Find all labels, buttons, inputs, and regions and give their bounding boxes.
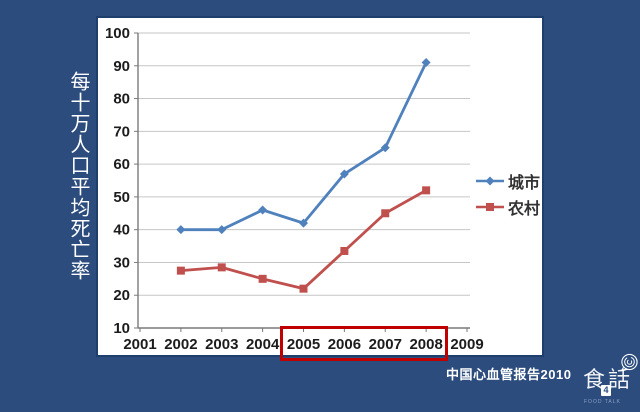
logo-subtext: FOOD TALK	[584, 399, 621, 405]
data-point-urban	[258, 205, 268, 215]
x-tick-label: 2007	[369, 336, 402, 353]
legend-label: 城市	[508, 175, 541, 192]
logo-wordmark: 食話	[583, 367, 633, 393]
x-tick-label: 2004	[246, 336, 280, 353]
chart-legend: 城市 农村	[476, 168, 540, 220]
x-tick-label: 2001	[123, 336, 156, 353]
legend-item-urban: 城市	[476, 168, 540, 194]
legend-label: 农村	[508, 201, 541, 218]
data-point-rural	[176, 266, 185, 275]
legend-marker-diamond	[476, 176, 504, 186]
data-point-urban	[339, 169, 349, 179]
x-tick-label: 2002	[164, 336, 197, 353]
y-tick-label: 90	[113, 58, 130, 75]
fingerprint-bubble-icon	[621, 353, 638, 372]
y-tick-label: 70	[113, 123, 130, 140]
data-point-rural	[340, 246, 349, 255]
y-tick-label: 10	[113, 320, 130, 337]
foodtalk-logo: 食話 4 FOOD TALK	[583, 352, 640, 412]
y-tick-label: 30	[113, 254, 130, 271]
data-point-urban	[380, 143, 390, 153]
data-point-rural	[217, 263, 226, 272]
y-tick-label: 40	[113, 222, 130, 239]
x-tick-label: 2009	[450, 336, 483, 353]
highlight-box-2005-2008	[280, 326, 448, 361]
series-line-urban	[180, 61, 428, 232]
y-axis-title: 每十万人口平均死亡率	[67, 71, 89, 281]
line-chart: 10 20 30 40 50 60 70 80 90 100 2001 2002 2003 2004 200…	[105, 25, 484, 353]
data-point-rural	[381, 209, 390, 218]
logo-char-right: 話	[608, 367, 634, 392]
y-tick-label: 20	[113, 287, 130, 304]
x-tick-label: 2003	[205, 336, 238, 353]
logo-char-left: 食	[583, 367, 609, 392]
x-tick-label: 2005	[287, 336, 320, 353]
data-point-rural	[258, 274, 267, 283]
data-point-rural	[299, 284, 308, 293]
x-tick-label: 2006	[328, 336, 361, 353]
data-point-urban	[217, 225, 227, 235]
x-tick-label: 2008	[409, 336, 442, 353]
series-line-rural	[180, 189, 427, 291]
y-tick-label: 80	[113, 91, 130, 108]
legend-item-rural: 农村	[476, 194, 540, 220]
source-citation: 中国心血管报告2010	[446, 367, 572, 382]
legend-marker-square	[476, 203, 504, 211]
logo-badge: 4	[601, 385, 611, 396]
data-point-urban	[421, 58, 431, 67]
y-tick-label: 60	[113, 156, 130, 173]
data-point-urban	[299, 218, 308, 228]
y-tick-label: 50	[113, 189, 130, 206]
chart-panel: 10 20 30 40 50 60 70 80 90 100 2001 2002 2003 2004 200…	[98, 18, 542, 355]
data-point-rural	[422, 186, 431, 195]
y-tick-label: 100	[105, 25, 130, 42]
data-point-urban	[176, 225, 186, 235]
